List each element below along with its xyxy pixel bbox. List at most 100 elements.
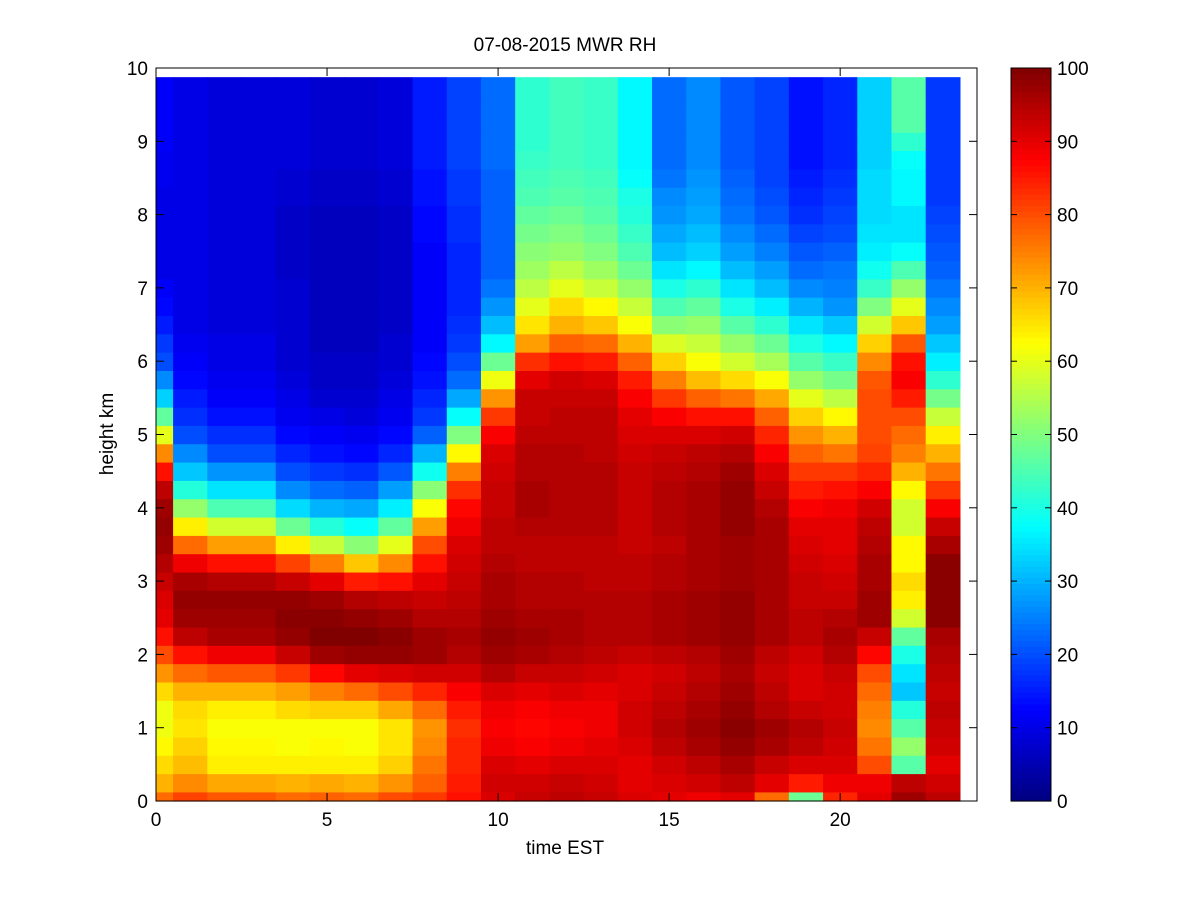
heatmap-cell <box>515 425 550 445</box>
heatmap-cell <box>583 516 619 536</box>
heatmap-cell <box>857 480 893 500</box>
heatmap-cell <box>309 315 345 335</box>
colorbar-segment <box>1011 371 1051 378</box>
colorbar-segment <box>1011 176 1051 184</box>
heatmap-cell <box>788 626 824 646</box>
heatmap-cell <box>891 333 927 353</box>
heatmap-cell <box>515 535 550 555</box>
colorbar-segment <box>1011 428 1051 436</box>
colorbar-segment <box>1011 411 1051 418</box>
heatmap-cell <box>275 297 311 316</box>
heatmap-cell <box>652 407 687 426</box>
heatmap-cell <box>480 700 516 720</box>
heatmap-cell <box>173 461 208 481</box>
heatmap-cell <box>925 315 961 335</box>
heatmap-cell <box>344 535 379 555</box>
heatmap-cell <box>378 480 414 500</box>
heatmap-cell <box>788 168 824 188</box>
heatmap-cell <box>583 571 619 591</box>
heatmap-cell <box>275 535 311 555</box>
heatmap-cell <box>480 352 516 371</box>
heatmap-cell <box>378 187 414 207</box>
heatmap-cell <box>275 443 311 463</box>
heatmap-cell <box>309 278 345 298</box>
heatmap-cell <box>549 132 585 152</box>
heatmap-cell <box>412 773 448 793</box>
heatmap-cell <box>788 571 824 591</box>
heatmap-cell <box>412 718 448 738</box>
heatmap-cell <box>275 205 311 225</box>
heatmap-cell <box>156 553 174 573</box>
heatmap-cell <box>241 315 277 335</box>
heatmap-cell <box>241 95 277 115</box>
heatmap-cell <box>720 571 756 591</box>
heatmap-cell <box>788 370 824 390</box>
heatmap-cell <box>156 150 174 170</box>
heatmap-cell <box>309 297 345 316</box>
heatmap-cell <box>515 407 550 426</box>
heatmap-cell <box>925 773 961 793</box>
y-tick-label: 3 <box>137 572 148 593</box>
heatmap-cell <box>891 718 927 738</box>
heatmap-cell <box>617 608 653 628</box>
heatmap-cell <box>173 626 208 646</box>
colorbar-segment <box>1011 795 1051 802</box>
colorbar-segment <box>1011 148 1051 155</box>
heatmap-cell <box>891 205 927 225</box>
colorbar-tick-label: 70 <box>1057 279 1078 300</box>
colorbar-segment <box>1011 743 1051 751</box>
heatmap-cell <box>652 516 687 536</box>
heatmap-cell <box>344 260 379 280</box>
heatmap-cell <box>754 77 790 97</box>
heatmap-cell <box>173 645 208 665</box>
heatmap-cell <box>378 571 414 591</box>
heatmap-cell <box>857 718 893 738</box>
heatmap-cell <box>446 736 482 756</box>
heatmap-cell <box>720 223 756 243</box>
heatmap-cell <box>173 132 208 152</box>
heatmap-cell <box>857 407 893 426</box>
heatmap-cell <box>412 700 448 720</box>
heatmap-cell <box>652 77 687 97</box>
heatmap-cell <box>156 260 174 280</box>
heatmap-cell <box>788 425 824 445</box>
heatmap-cell <box>515 168 550 188</box>
heatmap-cell <box>754 352 790 371</box>
colorbar-segment <box>1011 417 1051 424</box>
heatmap-cell <box>754 132 790 152</box>
heatmap-cell <box>925 718 961 738</box>
heatmap-cell <box>275 150 311 170</box>
heatmap-cell <box>754 590 790 610</box>
colorbar-tick-label: 40 <box>1057 499 1078 520</box>
heatmap-cell <box>156 187 174 207</box>
heatmap-cell <box>156 645 174 665</box>
heatmap-cell <box>412 626 448 646</box>
heatmap-cell <box>549 791 585 802</box>
heatmap-cell <box>652 681 687 701</box>
heatmap-cell <box>617 535 653 555</box>
colorbar-segment <box>1011 789 1051 796</box>
heatmap-cell <box>652 718 687 738</box>
heatmap-cell <box>652 773 687 793</box>
heatmap-cell <box>857 700 893 720</box>
heatmap-cell <box>275 553 311 573</box>
heatmap-cell <box>857 571 893 591</box>
heatmap-cell <box>207 425 243 445</box>
heatmap-cell <box>754 370 790 390</box>
heatmap-cell <box>156 700 174 720</box>
heatmap-cell <box>754 315 790 335</box>
heatmap-cell <box>480 443 516 463</box>
chart-title: 07-08-2015 MWR RH <box>474 35 657 56</box>
heatmap-cell <box>857 773 893 793</box>
heatmap-cell <box>617 297 653 316</box>
heatmap-cell <box>549 590 585 610</box>
heatmap-cell <box>754 297 790 316</box>
heatmap-cell <box>378 407 414 426</box>
colorbar-segment <box>1011 571 1051 579</box>
heatmap-cell <box>857 242 893 262</box>
heatmap-cell <box>823 95 858 115</box>
heatmap-cell <box>344 333 379 353</box>
heatmap-cell <box>617 461 653 481</box>
x-tick-label: 20 <box>830 810 851 831</box>
